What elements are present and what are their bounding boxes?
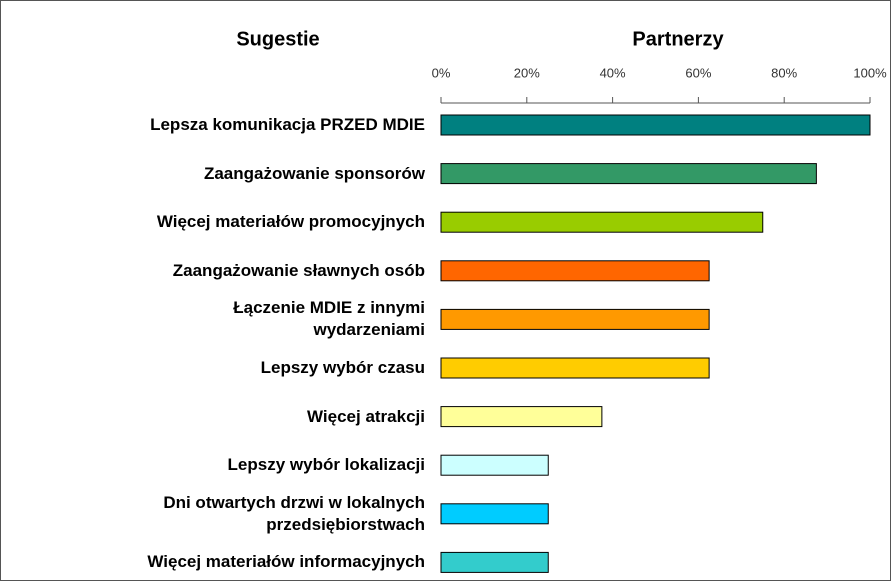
chart-title: Partnerzy — [632, 28, 724, 50]
category-label: Lepsza komunikacja PRZED MDIE — [150, 115, 425, 134]
bar — [440, 114, 871, 136]
bar — [440, 406, 603, 428]
category-label: Dni otwartych drzwi w lokalnych przedsię… — [163, 492, 425, 534]
x-tick-label: 60% — [685, 65, 711, 80]
x-tick-label: 100% — [853, 65, 887, 80]
bar — [440, 357, 710, 379]
bar — [440, 454, 549, 476]
category-header: Sugestie — [236, 28, 319, 50]
category-label: Lepszy wybór czasu — [260, 358, 425, 377]
bar — [440, 163, 817, 185]
bar — [440, 211, 764, 233]
x-tick-label: 20% — [514, 65, 540, 80]
category-label: Zaangażowanie sławnych osób — [172, 260, 425, 280]
bar — [440, 551, 549, 573]
category-label: Zaangażowanie sponsorów — [203, 163, 425, 183]
category-label: Więcej materiałów informacyjnych — [147, 552, 425, 572]
category-label: Więcej materiałów promocyjnych — [156, 212, 425, 232]
x-tick-label: 40% — [600, 65, 626, 80]
category-label: Łączenie MDIE z innymi wydarzeniami — [233, 298, 425, 340]
category-label: Więcej atrakcji — [307, 406, 425, 426]
bar — [440, 503, 549, 525]
x-tick-label: 0% — [432, 65, 451, 80]
bar — [440, 308, 710, 330]
x-tick-label: 80% — [771, 65, 797, 80]
bar — [440, 260, 710, 282]
category-label: Lepszy wybór lokalizacji — [227, 455, 425, 475]
